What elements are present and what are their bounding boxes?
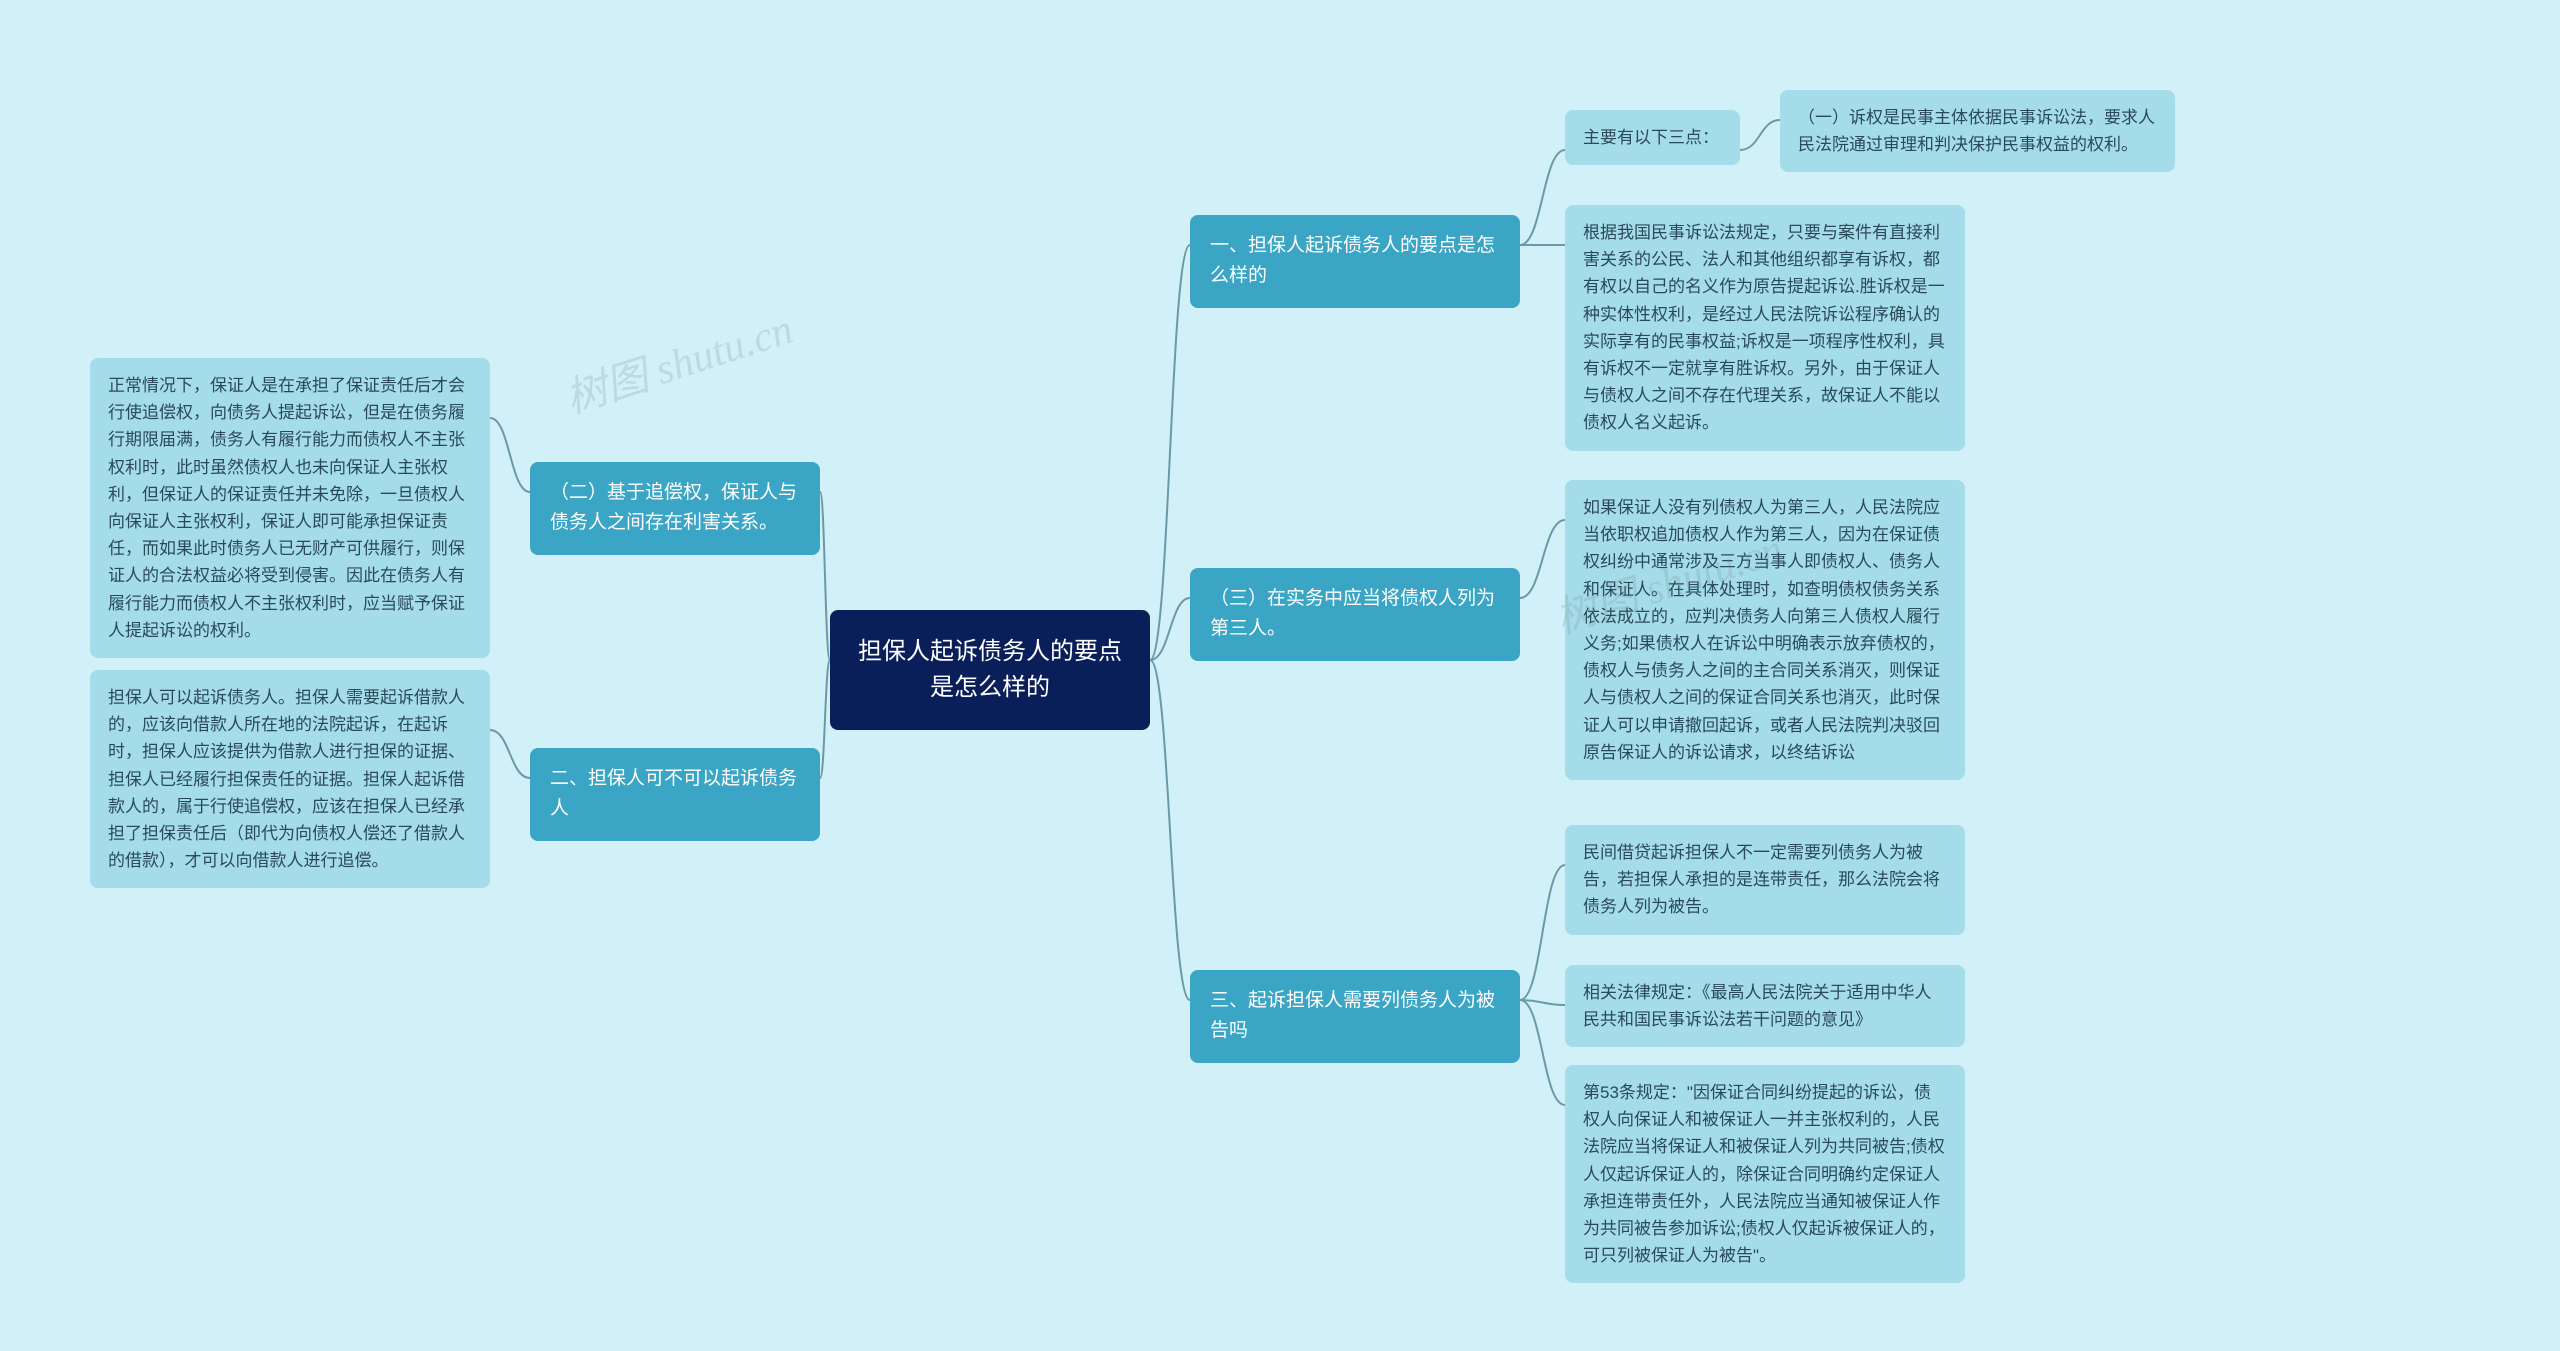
leaf-left-1-0: 担保人可以起诉债务人。担保人需要起诉借款人的，应该向借款人所在地的法院起诉，在起… xyxy=(90,670,490,888)
branch-right-1: （三）在实务中应当将债权人列为第三人。 xyxy=(1190,568,1520,661)
leaf-right-2-2: 第53条规定："因保证合同纠纷提起的诉讼，债权人向保证人和被保证人一并主张权利的… xyxy=(1565,1065,1965,1283)
leaf-right-0-1: 根据我国民事诉讼法规定，只要与案件有直接利害关系的公民、法人和其他组织都享有诉权… xyxy=(1565,205,1965,451)
branch-left-0: （二）基于追偿权，保证人与债务人之间存在利害关系。 xyxy=(530,462,820,555)
leaf-right-1-0: 如果保证人没有列债权人为第三人，人民法院应当依职权追加债权人作为第三人，因为在保… xyxy=(1565,480,1965,780)
leaf-right-2-0: 民间借贷起诉担保人不一定需要列债务人为被告，若担保人承担的是连带责任，那么法院会… xyxy=(1565,825,1965,935)
branch-left-1: 二、担保人可不可以起诉债务人 xyxy=(530,748,820,841)
leaf-right-0-0-sub: （一）诉权是民事主体依据民事诉讼法，要求人民法院通过审理和判决保护民事权益的权利… xyxy=(1780,90,2175,172)
branch-right-2: 三、起诉担保人需要列债务人为被告吗 xyxy=(1190,970,1520,1063)
watermark: 树图 shutu.cn xyxy=(556,295,799,426)
leaf-right-0-0: 主要有以下三点： xyxy=(1565,110,1740,165)
leaf-right-2-1: 相关法律规定：《最高人民法院关于适用中华人民共和国民事诉讼法若干问题的意见》 xyxy=(1565,965,1965,1047)
leaf-left-0-0: 正常情况下，保证人是在承担了保证责任后才会行使追偿权，向债务人提起诉讼，但是在债… xyxy=(90,358,490,658)
branch-right-0: 一、担保人起诉债务人的要点是怎么样的 xyxy=(1190,215,1520,308)
mindmap-root: 担保人起诉债务人的要点 是怎么样的 xyxy=(830,610,1150,730)
